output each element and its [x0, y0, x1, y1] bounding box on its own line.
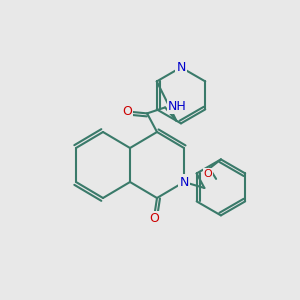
- Text: O: O: [204, 169, 212, 179]
- Text: NH: NH: [168, 100, 187, 113]
- Text: O: O: [122, 105, 132, 119]
- Text: N: N: [179, 176, 189, 188]
- Text: N: N: [176, 61, 186, 74]
- Text: O: O: [150, 212, 160, 226]
